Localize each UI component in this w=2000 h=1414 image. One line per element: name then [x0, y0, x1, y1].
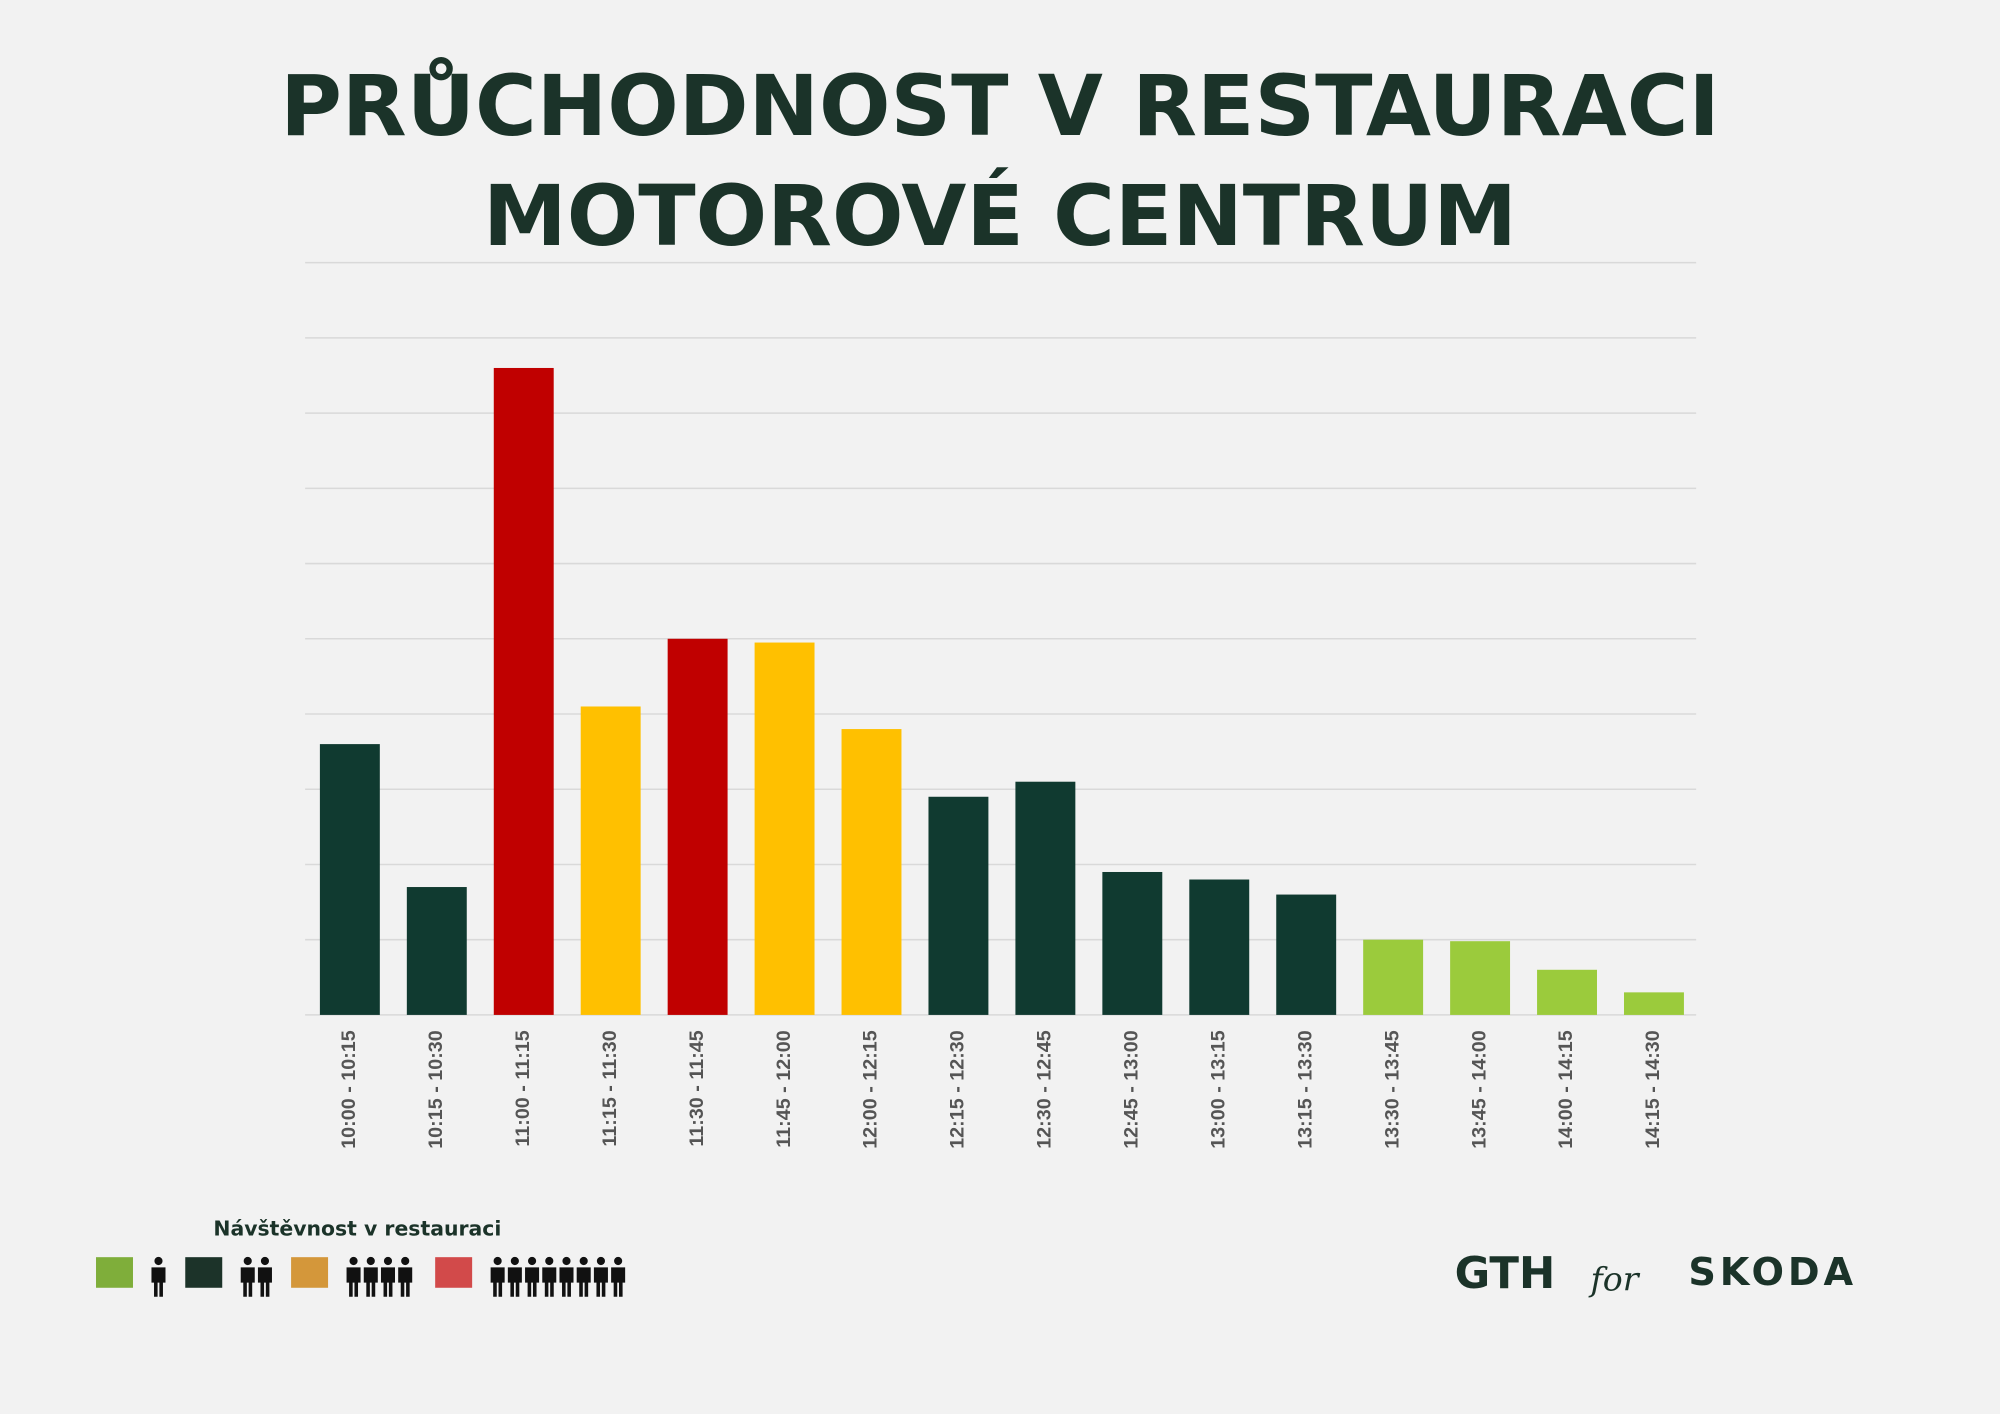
icon-head [527, 1256, 537, 1266]
x-tick-label: 14:00 - 14:15 [1555, 1030, 1577, 1149]
x-tick-label: 13:30 - 13:45 [1381, 1030, 1403, 1149]
bar [1189, 879, 1250, 1015]
icon-head [383, 1256, 393, 1266]
bar [754, 642, 815, 1015]
person-icon [559, 1256, 574, 1297]
person-icon [525, 1256, 540, 1297]
legend-swatch [435, 1257, 473, 1288]
icon-body [593, 1267, 608, 1297]
chart-title: MOTOROVÉ CENTRUM [483, 167, 1517, 265]
person-icon [490, 1256, 505, 1297]
x-tick-label: 12:45 - 13:00 [1121, 1030, 1143, 1149]
icon-body [380, 1267, 396, 1297]
icon-body [542, 1267, 557, 1297]
icon-head [510, 1256, 519, 1266]
icon-head [243, 1256, 252, 1266]
icon-body [576, 1267, 591, 1297]
icon-head [401, 1256, 410, 1266]
icon-body [257, 1267, 272, 1297]
legend-title: Návštěvnost v restauraci [213, 1216, 501, 1240]
x-tick-label: 13:00 - 13:15 [1207, 1030, 1229, 1149]
x-tick-label: 10:15 - 10:30 [425, 1030, 447, 1149]
brand-text: for [1588, 1259, 1641, 1298]
bar [1624, 992, 1684, 1015]
bar [1363, 939, 1424, 1015]
person-icon [611, 1256, 626, 1297]
person-icon [151, 1256, 166, 1297]
icon-head [562, 1256, 571, 1266]
icon-body [559, 1267, 574, 1297]
icon-head [260, 1256, 270, 1266]
bar [1102, 871, 1163, 1015]
bar [406, 887, 467, 1015]
person-icon [576, 1256, 591, 1297]
icon-body [611, 1267, 626, 1297]
person-icon [593, 1256, 608, 1297]
x-tick-label: 11:15 - 11:30 [599, 1030, 621, 1146]
icon-head [579, 1256, 588, 1266]
person-icon [507, 1256, 522, 1297]
icon-body [507, 1267, 522, 1297]
icon-body [525, 1267, 540, 1297]
person-icon [542, 1256, 557, 1297]
x-tick-label: 12:00 - 12:15 [860, 1030, 882, 1149]
bar [1015, 781, 1076, 1015]
brand-logo: SKODA [1688, 1250, 1856, 1295]
bar [1537, 969, 1597, 1015]
x-tick-label: 10:00 - 10:15 [338, 1030, 360, 1149]
bar [667, 638, 728, 1015]
bar [1276, 894, 1337, 1015]
bar [841, 729, 902, 1015]
person-icon [240, 1256, 255, 1297]
x-tick-label: 13:15 - 13:30 [1294, 1030, 1316, 1149]
icon-body [363, 1267, 378, 1297]
bar [1450, 941, 1511, 1015]
icon-head [366, 1256, 375, 1266]
icon-head [154, 1256, 163, 1266]
x-tick-label: 13:45 - 14:00 [1468, 1030, 1490, 1149]
person-icon [363, 1256, 378, 1297]
person-icon [257, 1256, 272, 1297]
icon-body [346, 1267, 361, 1297]
x-tick-label: 12:15 - 12:30 [947, 1030, 969, 1149]
icon-head [349, 1256, 358, 1266]
legend-swatch [96, 1257, 133, 1288]
chart-title: PRŮCHODNOST V RESTAURACI [280, 57, 1720, 155]
bar [928, 796, 989, 1015]
person-icon [380, 1256, 396, 1297]
x-tick-label: 11:30 - 11:45 [686, 1030, 708, 1146]
bar [493, 367, 554, 1015]
x-tick-label: 11:45 - 12:00 [773, 1030, 795, 1148]
bar [580, 706, 641, 1015]
icon-body [490, 1267, 505, 1297]
legend-swatch [291, 1257, 329, 1288]
x-tick-label: 14:15 - 14:30 [1642, 1030, 1664, 1149]
icon-body [240, 1267, 255, 1297]
legend-swatch [185, 1257, 223, 1288]
person-icon [398, 1256, 413, 1297]
icon-body [398, 1267, 413, 1297]
brand-logo: GTH [1455, 1249, 1556, 1299]
icon-head [614, 1256, 623, 1266]
person-icon [346, 1256, 361, 1297]
icon-body [151, 1267, 166, 1297]
icon-head [493, 1256, 502, 1266]
x-tick-label: 12:30 - 12:45 [1034, 1030, 1056, 1149]
x-tick-label: 11:00 - 11:15 [512, 1030, 534, 1146]
bar [319, 744, 380, 1015]
icon-head [596, 1256, 605, 1266]
icon-head [545, 1256, 554, 1266]
